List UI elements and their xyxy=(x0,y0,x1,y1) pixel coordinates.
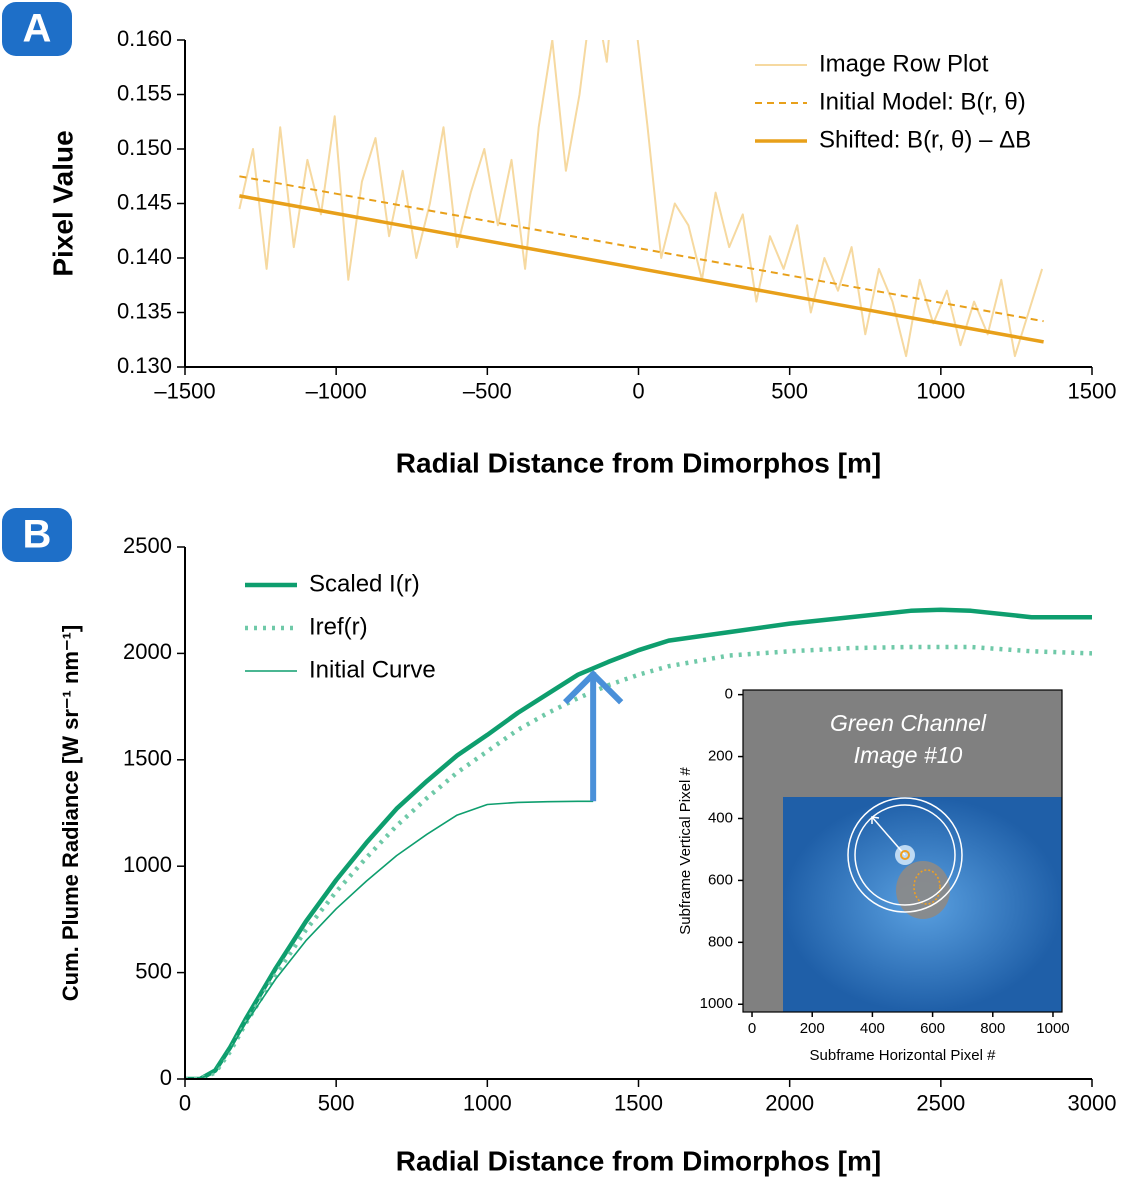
panel-label: A xyxy=(23,7,52,51)
legend-label: Iref(r) xyxy=(309,613,368,640)
panel-badge xyxy=(2,2,72,56)
x-axis-label: Radial Distance from Dimorphos [m] xyxy=(396,1145,881,1176)
y-tick-label: 500 xyxy=(135,958,172,983)
radius-arrow-head xyxy=(871,816,880,824)
y-tick-label: 2000 xyxy=(123,639,172,664)
x-tick-label: 3000 xyxy=(1068,1090,1117,1115)
x-tick-label: 2500 xyxy=(916,1090,965,1115)
y-tick-label: 400 xyxy=(708,809,733,826)
x-axis-label: Radial Distance from Dimorphos [m] xyxy=(396,447,881,478)
legend-label: Initial Model: B(r, θ) xyxy=(819,88,1026,115)
x-tick-label: –1000 xyxy=(306,378,367,403)
x-tick-label: 800 xyxy=(980,1020,1005,1037)
series-line xyxy=(239,194,1044,344)
x-tick-label: 1500 xyxy=(1068,378,1117,403)
y-axis-label: Subframe Vertical Pixel # xyxy=(677,767,694,935)
panel-label: B xyxy=(23,513,52,557)
y-tick-label: 0 xyxy=(160,1065,172,1090)
annotation: Image #10 xyxy=(854,742,963,768)
shadow xyxy=(896,861,950,919)
radius-arrow xyxy=(871,816,906,856)
legend-label: Scaled I(r) xyxy=(309,570,420,597)
ring xyxy=(847,797,963,913)
y-tick-label: 0 xyxy=(725,686,733,703)
y-tick-label: 0.130 xyxy=(117,353,172,378)
x-tick-label: 600 xyxy=(920,1020,945,1037)
y-tick-label: 1000 xyxy=(700,995,733,1012)
y-axis-label: Pixel Value xyxy=(47,130,78,276)
x-tick-label: –1500 xyxy=(154,378,215,403)
series-line xyxy=(185,644,1092,1079)
series-line xyxy=(185,800,594,1079)
legend-label: Shifted: B(r, θ) – ΔB xyxy=(819,126,1031,153)
x-tick-label: 1000 xyxy=(916,378,965,403)
frame xyxy=(742,689,1063,1013)
x-tick-label: 1500 xyxy=(614,1090,663,1115)
y-tick-label: 1500 xyxy=(123,746,172,771)
y-tick-label: 800 xyxy=(708,933,733,950)
x-tick-label: 0 xyxy=(632,378,644,403)
y-tick-label: 600 xyxy=(708,871,733,888)
y-tick-label: 0.155 xyxy=(117,80,172,105)
y-tick-label: 0.150 xyxy=(117,135,172,160)
ring xyxy=(854,804,956,906)
arrow-head xyxy=(563,670,624,705)
x-tick-label: 500 xyxy=(771,378,808,403)
x-tick-label: 1000 xyxy=(1036,1020,1069,1037)
target xyxy=(900,850,910,860)
x-tick-label: –500 xyxy=(463,378,512,403)
legend-label: Image Row Plot xyxy=(819,50,989,77)
series-line xyxy=(238,40,1044,358)
orbit-ring xyxy=(913,869,941,905)
plot-area xyxy=(238,40,1044,358)
y-tick-label: 0.160 xyxy=(117,26,172,51)
y-tick-label: 0.145 xyxy=(117,189,172,214)
y-tick-label: 0.140 xyxy=(117,244,172,269)
y-axis-label: Cum. Plume Radiance [W sr⁻¹ nm⁻¹] xyxy=(58,625,83,1002)
x-tick-label: 1000 xyxy=(463,1090,512,1115)
y-tick-label: 1000 xyxy=(123,852,172,877)
y-tick-label: 2500 xyxy=(123,533,172,558)
legend-label: Initial Curve xyxy=(309,656,436,683)
y-tick-label: 200 xyxy=(708,748,733,765)
plot-area xyxy=(185,607,1092,1079)
series-line xyxy=(239,175,1044,323)
x-tick-label: 200 xyxy=(800,1020,825,1037)
panel-badge xyxy=(2,508,72,562)
x-tick-label: 500 xyxy=(318,1090,355,1115)
x-tick-label: 400 xyxy=(860,1020,885,1037)
series-line xyxy=(185,607,1092,1079)
y-tick-label: 0.135 xyxy=(117,298,172,323)
x-tick-label: 0 xyxy=(179,1090,191,1115)
annotation: Green Channel xyxy=(830,710,987,736)
x-tick-label: 0 xyxy=(748,1020,756,1037)
x-axis-label: Subframe Horizontal Pixel # xyxy=(810,1047,997,1064)
x-tick-label: 2000 xyxy=(765,1090,814,1115)
